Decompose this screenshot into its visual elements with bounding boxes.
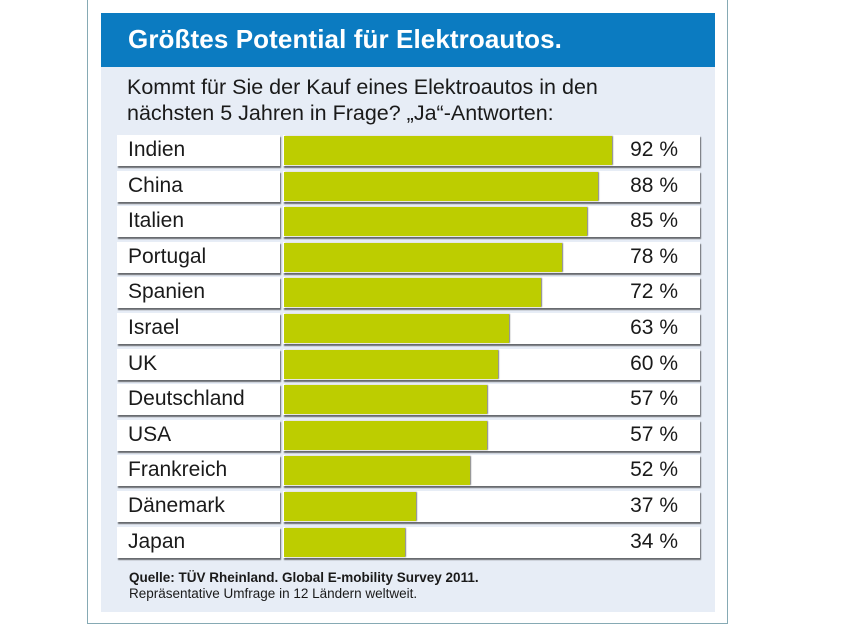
category-label: Frankreich <box>128 458 228 482</box>
bar <box>284 420 488 450</box>
bar-track: 63 % <box>283 313 700 344</box>
value-label: 72 % <box>630 280 678 304</box>
category-label-box: Indien <box>117 135 280 166</box>
value-label: 57 % <box>630 422 678 446</box>
value-label: 60 % <box>630 351 678 375</box>
chart-title: Größtes Potential für Elektroautos. <box>128 24 563 54</box>
bar-track: 92 % <box>283 135 700 166</box>
bar-track: 37 % <box>283 491 700 522</box>
category-label-box: Dänemark <box>117 491 280 522</box>
bar-track: 78 % <box>283 241 700 273</box>
bar-track: 85 % <box>283 206 700 238</box>
bar <box>284 136 613 165</box>
category-label-box: Japan <box>117 526 280 558</box>
chart-header: Größtes Potential für Elektroautos. <box>101 13 715 67</box>
category-label-box: UK <box>117 348 280 380</box>
category-label-box: Spanien <box>117 277 280 309</box>
value-label: 85 % <box>630 209 678 233</box>
bar-track: 88 % <box>283 170 700 202</box>
category-label: Spanien <box>128 280 206 304</box>
subtitle-line-1: Kommt für Sie der Kauf eines Elektroauto… <box>127 75 598 99</box>
bar-track: 52 % <box>283 455 700 487</box>
category-label: UK <box>128 351 158 375</box>
bar <box>284 242 563 272</box>
bar <box>284 385 488 415</box>
bar <box>284 171 599 201</box>
bar <box>284 278 542 308</box>
category-label-box: Frankreich <box>117 455 280 487</box>
category-label: Indien <box>128 138 186 161</box>
category-label: Italien <box>128 209 185 233</box>
source-line-2: Repräsentative Umfrage in 12 Ländern wel… <box>129 586 418 601</box>
subtitle-line-2: nächsten 5 Jahren in Frage? „Ja“-Antwort… <box>127 101 554 125</box>
source-line-1: Quelle: TÜV Rheinland. Global E-mobility… <box>129 570 479 585</box>
category-label: Japan <box>128 529 186 553</box>
bar <box>284 492 417 521</box>
bar-track: 57 % <box>283 419 700 451</box>
category-label: Dänemark <box>128 494 225 517</box>
bar-track: 57 % <box>283 384 700 416</box>
category-label: Deutschland <box>128 387 245 411</box>
value-label: 78 % <box>630 244 678 268</box>
bar-track: 60 % <box>283 348 700 380</box>
value-label: 37 % <box>630 494 678 517</box>
value-label: 57 % <box>630 387 678 411</box>
category-label: Israel <box>128 316 180 339</box>
value-label: 34 % <box>630 529 678 553</box>
category-label: Portugal <box>128 244 207 268</box>
category-label-box: Deutschland <box>117 384 280 416</box>
value-label: 88 % <box>630 173 678 197</box>
category-label: USA <box>128 422 172 446</box>
bar <box>284 314 509 343</box>
category-label-box: Portugal <box>117 241 280 273</box>
category-label: China <box>128 173 183 197</box>
category-label-box: USA <box>117 419 280 451</box>
bar <box>284 527 406 557</box>
category-label-box: Israel <box>117 313 280 344</box>
source-note: Quelle: TÜV Rheinland. Global E-mobility… <box>129 570 479 602</box>
category-label-box: Italien <box>117 206 280 238</box>
value-label: 63 % <box>630 316 678 339</box>
chart-subtitle: Kommt für Sie der Kauf eines Elektroauto… <box>127 74 598 126</box>
bar <box>284 349 499 379</box>
category-label-box: China <box>117 170 280 202</box>
bar <box>284 456 470 486</box>
bar <box>284 207 588 237</box>
value-label: 92 % <box>630 138 678 161</box>
bar-track: 72 % <box>283 277 700 309</box>
bar-track: 34 % <box>283 526 700 558</box>
value-label: 52 % <box>630 458 678 482</box>
